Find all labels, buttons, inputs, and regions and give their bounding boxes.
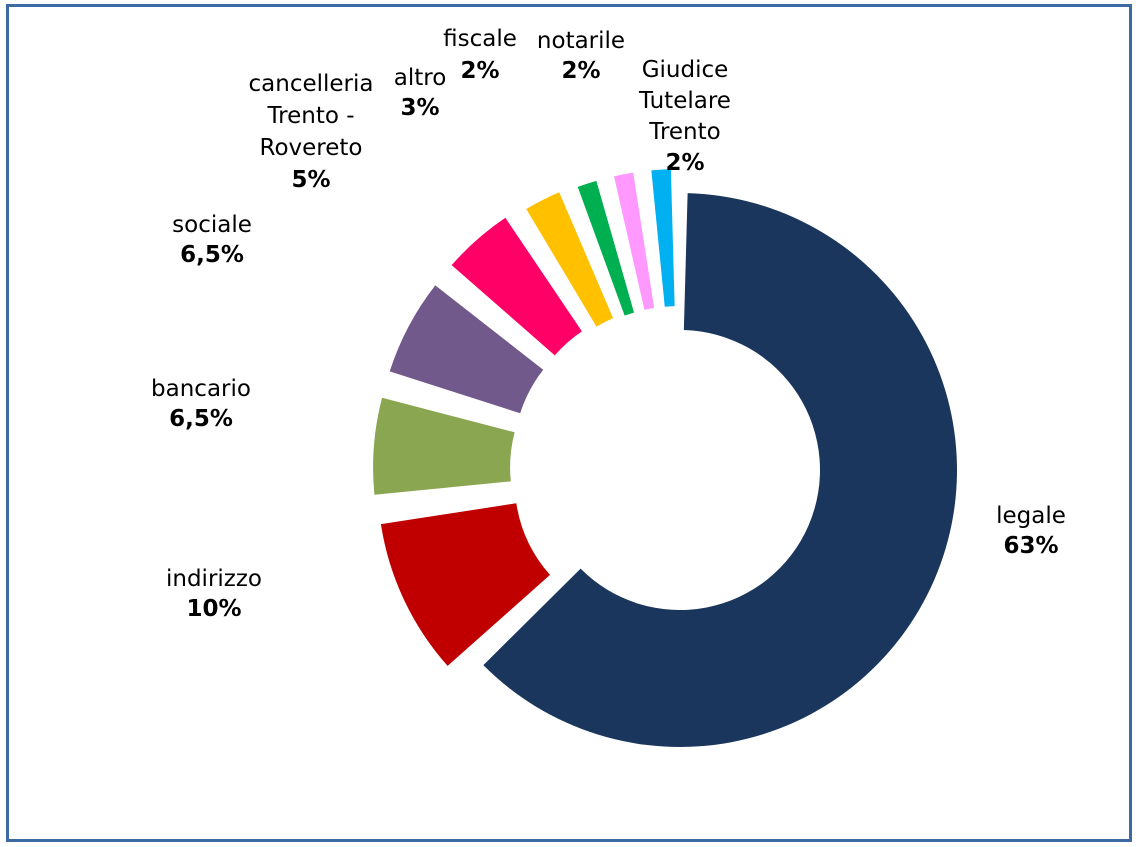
slice-label-giudice: Giudice Tutelare Trento 2% <box>630 55 740 179</box>
slice-value: 2% <box>460 58 500 84</box>
slice-name: sociale <box>172 212 252 238</box>
donut-slice-indirizzo <box>380 503 551 666</box>
slice-value: 6,5% <box>180 242 244 268</box>
slice-value: 2% <box>665 150 705 176</box>
slice-name: notarile <box>536 28 626 54</box>
donut-slice-bancario <box>373 397 515 495</box>
slice-label-altro: altro 3% <box>394 63 447 123</box>
slice-value: 3% <box>400 95 440 121</box>
donut-slice-notarile <box>614 172 655 310</box>
slice-value: 10% <box>186 596 242 622</box>
slice-name: legale <box>996 503 1066 529</box>
donut-slice-sociale <box>389 285 544 414</box>
slice-value: 2% <box>561 58 601 84</box>
slice-value: 5% <box>291 167 331 193</box>
donut-slice-giudice <box>651 169 675 307</box>
slice-name: fiscale <box>443 26 517 52</box>
slice-label-sociale: sociale 6,5% <box>172 210 252 270</box>
donut-slice-cancelleria <box>451 217 582 356</box>
slice-name: bancario <box>151 376 251 402</box>
donut-slice-altro <box>526 192 614 327</box>
slice-label-notarile: notarile 2% <box>537 26 625 86</box>
donut-slice-fiscale <box>577 180 635 316</box>
slice-label-fiscale: fiscale 2% <box>430 23 530 87</box>
slice-label-cancelleria: cancelleria Trento - Rovereto 5% <box>241 68 381 196</box>
slice-name: Giudice Tutelare Trento <box>639 57 731 145</box>
slice-label-indirizzo: indirizzo 10% <box>166 564 262 624</box>
slice-value: 63% <box>1003 533 1059 559</box>
slice-label-legale: legale 63% <box>996 501 1066 561</box>
slice-name: indirizzo <box>165 566 263 592</box>
slice-value: 6,5% <box>169 406 233 432</box>
slice-label-bancario: bancario 6,5% <box>151 374 251 434</box>
slice-name: cancelleria Trento - Rovereto <box>248 71 374 161</box>
donut-slice-legale <box>483 193 957 747</box>
slice-name: altro <box>393 65 447 91</box>
